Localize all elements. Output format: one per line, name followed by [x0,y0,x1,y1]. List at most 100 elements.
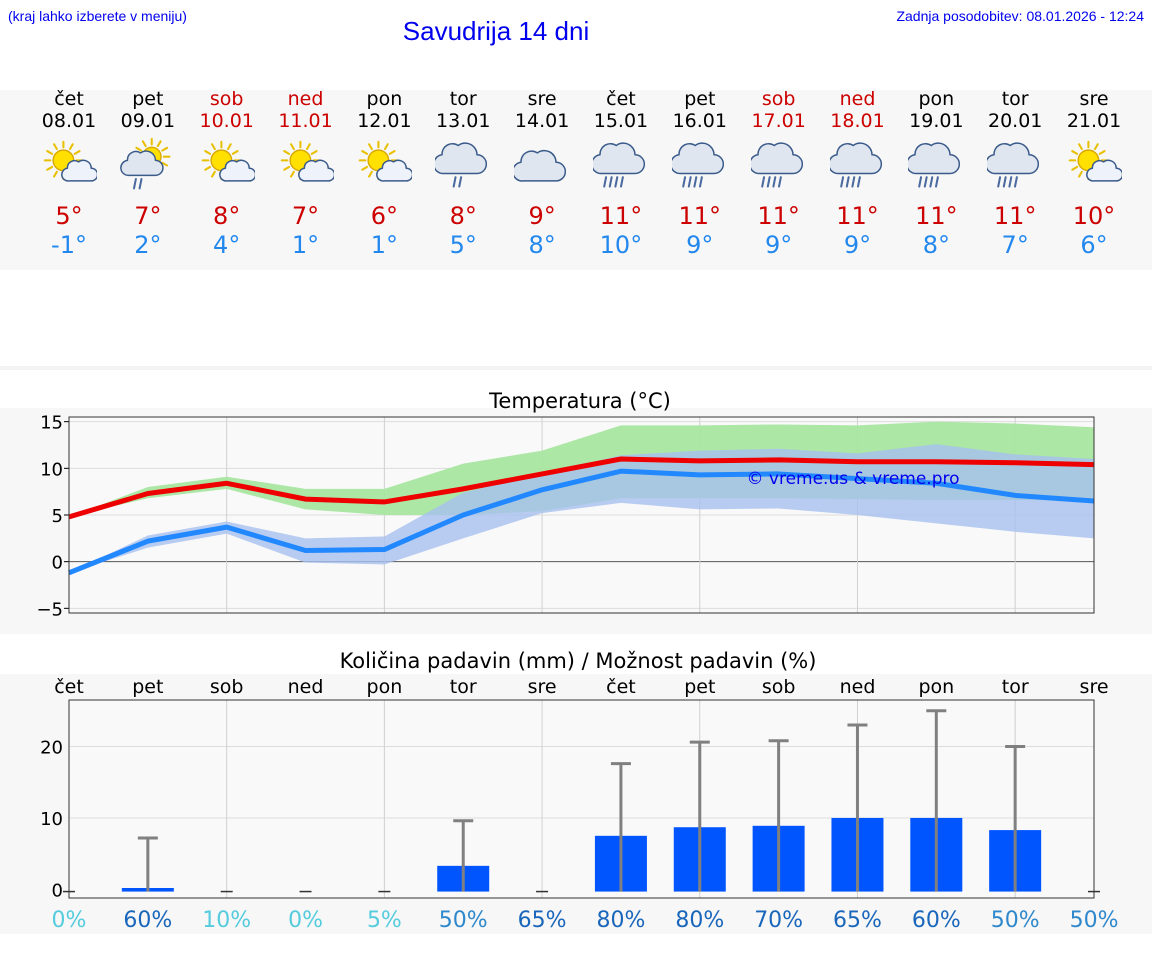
forecast-strip-background [0,90,1152,270]
plot-frame [68,699,1095,899]
max-temperature: 7° [291,202,320,230]
cloud-rain-icon [987,142,1040,188]
precip-day-label: čet [606,676,636,698]
forecast-day: pon 12.01 6° 1° [344,88,424,260]
cloud-rain-icon [829,142,882,188]
sun-cloud-icon [280,140,334,182]
precip-day-label: sre [528,676,557,698]
cloud-drizzle-icon [435,142,488,188]
day-of-week: tor [1001,88,1029,110]
day-of-week: pon [918,88,955,110]
forecast-day: pon 19.01 11° 8° [896,88,976,260]
forecast-day: sob 17.01 11° 9° [739,88,819,260]
sun-cloud-icon [43,140,97,182]
day-of-week: sob [209,88,244,110]
min-temperature: -1° [51,231,87,259]
forecast-day: tor 20.01 11° 7° [975,88,1055,260]
min-temperature: 8° [922,231,950,259]
tmin-line [68,468,1095,576]
sun-cloud-drizzle-icon [119,138,171,190]
min-temperature: 10° [599,231,643,259]
min-temperature: 9° [843,231,872,259]
y-tick-label: 10 [40,459,63,480]
day-date: 17.01 [751,110,806,132]
max-temperature: 11° [757,202,800,230]
max-temperature: 10° [1072,202,1116,230]
max-temperature: 5° [55,202,83,230]
day-date: 15.01 [593,110,649,132]
page-title: Savudrija 14 dni [402,16,590,46]
forecast-day: sre 21.01 10° 6° [1054,88,1134,260]
day-date: 19.01 [909,110,964,132]
y-tick-label: 20 [40,737,63,758]
precip-probability: 70% [754,908,803,933]
day-date: 16.01 [672,110,727,132]
temperature-chart: Temperatura (°C) −5 0 5 10 15 © vreme.us & vr… [36,389,1095,620]
precip-day-label: ned [288,676,324,698]
precip-day-label: tor [1002,676,1029,698]
forecast-day: pet 16.01 11° 9° [660,88,740,260]
max-temperature: 9° [528,202,556,230]
cloud-icon [514,149,567,182]
day-of-week: ned [287,88,324,110]
day-of-week: čet [606,88,636,110]
location-menu-hint[interactable]: (kraj lahko izberete v meniju) [8,8,187,24]
precip-probability: 5% [367,908,402,933]
y-tick-label: 0 [52,553,63,574]
tmax-line [68,456,1095,520]
divider [0,366,1152,370]
cloud-rain-icon [750,142,803,188]
cloud-rain-icon [908,142,961,188]
precip-probability: 50% [439,908,488,933]
forecast-day: tor 13.01 8° 5° [423,88,503,260]
min-temperature: 5° [449,231,477,259]
precip-day-label: sob [210,676,244,698]
max-temperature: 11° [678,202,722,230]
day-date: 18.01 [830,110,885,132]
precip-probability: 50% [1070,908,1119,933]
precip-probability: 60% [123,908,172,933]
y-tick-label: 15 [40,413,63,434]
forecast-day: čet 08.01 5° -1° [29,88,109,260]
forecast-day: pet 09.01 7° 2° [108,88,188,260]
precip-day-label: pon [918,676,954,698]
watermark: © vreme.us & vreme.pro [746,469,959,489]
temperature-chart-title: Temperatura (°C) [488,389,671,413]
day-of-week: čet [54,88,84,110]
day-of-week: ned [839,88,876,110]
y-tick-label: 0 [52,880,63,901]
precip-day-label: čet [54,676,84,698]
day-of-week: sob [761,88,796,110]
min-temperature: 9° [765,231,793,259]
min-temperature: 6° [1080,231,1108,259]
plot-frame [68,416,1095,614]
day-date: 20.01 [987,110,1043,132]
day-date: 09.01 [120,110,176,132]
precip-probability: 10% [202,908,251,933]
min-temperature: 1° [370,231,399,259]
forecast-day: ned 11.01 7° 1° [266,88,346,260]
precip-day-label: sre [1080,676,1109,698]
day-date: 11.01 [278,110,333,132]
sun-cloud-icon [201,140,255,182]
cloud-rain-icon [592,142,646,188]
forecast-day: sre 14.01 9° 8° [502,88,582,260]
min-temperature: 8° [528,231,556,259]
precipitation-chart-title: Količina padavin (mm) / Možnost padavin … [340,649,817,673]
precip-day-label: pet [132,676,163,698]
precip-probability: 0% [288,908,323,933]
precip-probability: 65% [518,908,567,933]
last-update: Zadnja posodobitev: 08.01.2026 - 12:24 [896,8,1144,24]
day-date: 12.01 [357,110,412,132]
precipitation-chart: Količina padavin (mm) / Možnost padavin … [40,649,1119,933]
day-of-week: pet [684,88,716,110]
min-temperature: 4° [213,231,241,259]
y-tick-label: 5 [52,506,63,527]
day-of-week: pet [132,88,164,110]
day-date: 08.01 [41,110,97,132]
precip-day-label: pon [367,676,403,698]
max-temperature: 11° [915,202,958,230]
min-temperature: 7° [1001,231,1029,259]
min-temperature: 1° [291,231,320,259]
max-temperature: 6° [370,202,399,230]
